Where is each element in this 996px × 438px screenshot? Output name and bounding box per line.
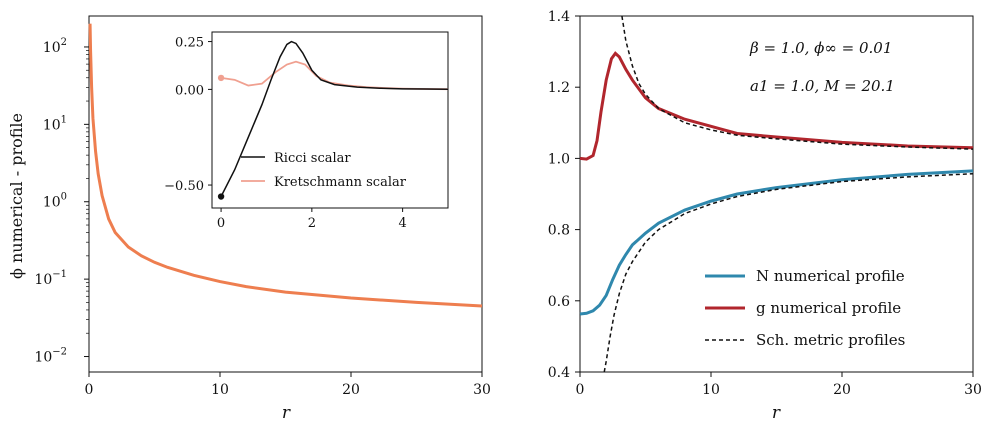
right-x-tick-label-0: 0 [576,382,585,398]
n-numerical-profile-line [579,169,974,316]
ricci-scalar-line [220,40,449,197]
right-x-tick-label-1: 10 [702,382,720,398]
right-legend: N numerical profile g numerical profile … [705,267,905,349]
left-x-tick-label-2: 20 [342,382,360,398]
inset-y-tick-label-0: 0.25 [175,36,204,51]
inset-plot: 0.25 0.00 −0.50 0 2 4 Ricci scalar Kretschma… [164,31,449,231]
left-y-tick-label-3: 101 [43,114,67,133]
left-y-tick-label-0: 10−2 [34,347,67,366]
inset-y-tick-label-2: −0.50 [164,179,204,194]
left-x-axis-label: r [282,403,291,423]
inset-x-tick-label-2: 4 [398,216,406,231]
right-y-tick-label-4: 1.2 [548,80,570,96]
annotation-a1-mass: a1 = 1.0, M = 20.1 [750,77,895,95]
legend-sch-label: Sch. metric profiles [756,331,905,349]
inset-legend-ricci-label: Ricci scalar [274,151,351,166]
inset-x-tick-label-0: 0 [217,216,225,231]
right-panel: 0.4 0.6 0.8 1.0 1.2 1.4 0 10 20 30 r β = 1.0, ϕ∞… [548,9,982,423]
left-y-tick-label-1: 10−1 [34,269,67,288]
left-plot-frame [88,15,483,373]
right-x-tick-label-2: 20 [833,382,851,398]
g-numerical-profile-line [579,51,974,161]
right-y-tick-label-1: 0.6 [548,294,570,310]
right-y-tick-label-3: 1.0 [548,151,570,167]
inset-legend: Ricci scalar Kretschmann scalar [241,151,407,190]
left-y-tick-label-2: 100 [43,192,67,211]
left-x-tick-label-1: 10 [211,382,229,398]
inset-y-ticks: 0.25 0.00 −0.50 [164,36,212,194]
ricci-scalar-marker [217,193,225,200]
legend-g-label: g numerical profile [756,299,901,317]
right-plot-frame [579,15,974,373]
kretschmann-scalar-marker [217,74,225,82]
left-y-ticks: 10−2 10−1 100 101 102 [34,37,89,366]
right-y-tick-label-0: 0.4 [548,365,570,381]
right-x-tick-label-3: 30 [964,382,982,398]
left-y-tick-label-4: 102 [43,37,67,56]
left-x-ticks: 0 10 20 30 [85,372,491,398]
annotation-beta-phi: β = 1.0, ϕ∞ = 0.01 [749,39,892,57]
right-x-axis-label: r [772,403,781,423]
inset-x-ticks: 0 2 4 [217,208,407,231]
left-x-tick-label-3: 30 [473,382,491,398]
right-y-tick-label-5: 1.4 [548,9,570,25]
right-x-ticks: 0 10 20 30 [576,372,982,398]
left-y-axis-label: ϕ numerical - profile [7,113,26,279]
right-y-ticks: 0.4 0.6 0.8 1.0 1.2 1.4 [548,9,580,381]
legend-n-label: N numerical profile [756,267,905,285]
right-y-tick-label-2: 0.8 [548,223,570,239]
sch-metric-n-line [603,172,974,373]
right-curves [579,15,974,373]
inset-legend-kretschmann-label: Kretschmann scalar [274,175,407,190]
inset-x-tick-label-1: 2 [308,216,316,231]
inset-frame [211,31,449,209]
inset-y-tick-label-1: 0.00 [175,83,204,98]
left-x-tick-label-0: 0 [85,382,94,398]
phi-residual-line [88,23,483,308]
